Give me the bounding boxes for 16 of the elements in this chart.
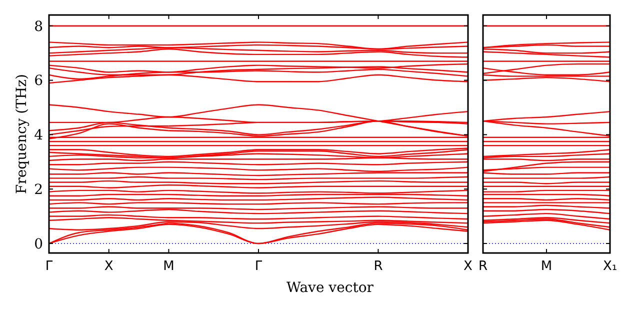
x-tick-label: Γ xyxy=(45,259,54,274)
y-tick-label: 0 xyxy=(34,236,43,252)
y-tick-label: 6 xyxy=(34,73,44,90)
x-tick-label: X₁ xyxy=(602,259,618,274)
x-tick-label: X xyxy=(464,259,473,274)
y-tick-label: 4 xyxy=(34,128,44,144)
x-tick-label: R xyxy=(478,259,488,274)
x-axis-title: Wave vector xyxy=(286,280,374,296)
x-tick-label: Γ xyxy=(254,259,263,274)
y-tick-label: 8 xyxy=(34,18,43,35)
y-tick-label: 2 xyxy=(34,182,43,198)
x-tick-label: M xyxy=(540,259,552,274)
x-tick-label: R xyxy=(374,259,383,274)
x-tick-label: X xyxy=(104,259,114,274)
x-tick-label: M xyxy=(163,259,174,274)
y-axis-title: Frequency (THz) xyxy=(14,74,30,194)
